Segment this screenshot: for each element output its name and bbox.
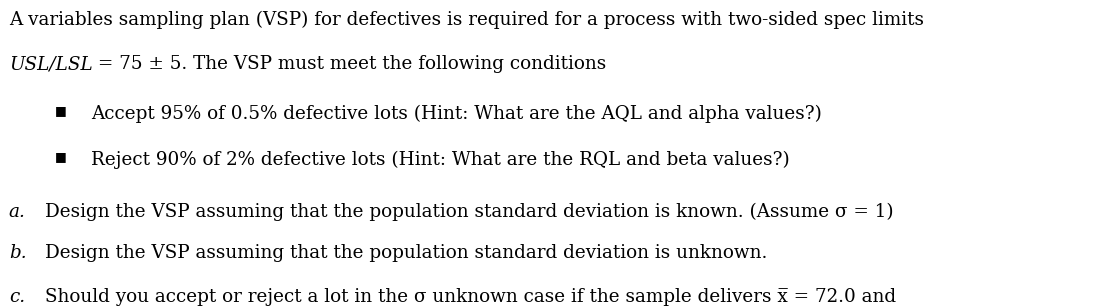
Text: Design the VSP assuming that the population standard deviation is unknown.: Design the VSP assuming that the populat… [45,244,767,262]
Text: A variables sampling plan (VSP) for defectives is required for a process with tw: A variables sampling plan (VSP) for defe… [9,11,924,29]
Text: USL/LSL: USL/LSL [9,55,92,73]
Text: ■: ■ [55,150,67,163]
Text: c.: c. [9,288,25,306]
Text: Reject 90% of 2% defective lots (Hint: What are the RQL and beta values?): Reject 90% of 2% defective lots (Hint: W… [91,150,790,169]
Text: = 75 ± 5. The VSP must meet the following conditions: = 75 ± 5. The VSP must meet the followin… [92,55,607,73]
Text: a.: a. [9,203,25,221]
Text: Should you accept or reject a lot in the σ unknown case if the sample delivers x: Should you accept or reject a lot in the… [45,288,896,306]
Text: Accept 95% of 0.5% defective lots (Hint: What are the AQL and alpha values?): Accept 95% of 0.5% defective lots (Hint:… [91,104,822,122]
Text: Design the VSP assuming that the population standard deviation is known. (Assume: Design the VSP assuming that the populat… [45,203,893,221]
Text: b.: b. [9,244,26,262]
Text: ■: ■ [55,104,67,117]
